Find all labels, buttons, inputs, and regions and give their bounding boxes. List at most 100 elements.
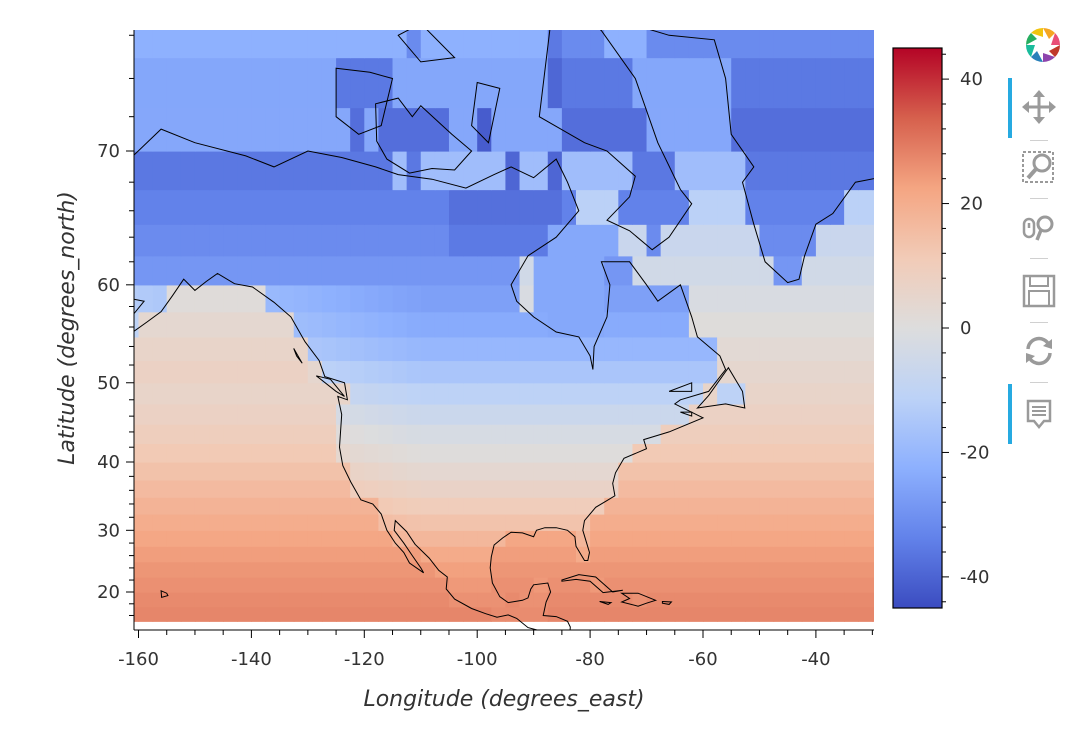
heatmap-cell <box>477 606 492 622</box>
heatmap-cell <box>731 189 746 225</box>
heatmap-cell <box>632 561 648 578</box>
toolbar-separator <box>1030 140 1048 141</box>
heatmap-cell <box>575 255 591 286</box>
heatmap-cell <box>434 107 450 152</box>
heatmap-cell <box>138 530 154 547</box>
heatmap-cell <box>505 403 521 425</box>
coastline-path <box>620 592 658 607</box>
heatmap-cell <box>688 443 704 463</box>
heatmap-cell <box>434 424 450 445</box>
reset-tool-button[interactable] <box>1016 328 1062 374</box>
save-tool-button[interactable] <box>1016 268 1062 314</box>
heatmap-cell <box>350 255 365 286</box>
heatmap-cell <box>293 592 309 608</box>
heatmap-cell <box>307 382 323 405</box>
heatmap-cell <box>180 546 196 563</box>
heatmap-cell <box>731 107 746 152</box>
heatmap-cell <box>632 284 648 313</box>
heatmap-cell <box>223 424 238 445</box>
heatmap-cell <box>533 403 549 425</box>
heatmap-cell <box>321 224 337 257</box>
heatmap-cell <box>745 382 761 405</box>
heatmap-cell <box>688 479 704 498</box>
temperature-heatmap[interactable] <box>124 0 901 622</box>
heatmap-cell <box>336 107 351 152</box>
heatmap-cell <box>745 403 761 425</box>
heatmap-cell <box>209 336 224 362</box>
heatmap-cell <box>420 443 436 463</box>
heatmap-cell <box>519 561 535 578</box>
heatmap-cell <box>801 479 817 498</box>
heatmap-cell <box>364 336 380 362</box>
bokeh-logo-icon[interactable] <box>1022 24 1064 66</box>
heatmap-cell <box>858 57 873 109</box>
heatmap-cell <box>547 30 563 59</box>
heatmap-cell <box>547 224 563 257</box>
heatmap-cell <box>519 189 535 225</box>
heatmap-cell <box>166 513 182 531</box>
heatmap-cell <box>505 189 521 225</box>
heatmap-cell <box>307 403 323 425</box>
heatmap-cell <box>646 577 662 593</box>
heatmap-cell <box>717 479 732 498</box>
heatmap-cell <box>434 224 450 257</box>
wheel-zoom-tool-button[interactable] <box>1016 204 1062 250</box>
heatmap-cell <box>674 151 690 191</box>
heatmap-cell <box>223 403 238 425</box>
heatmap-cell <box>660 311 676 338</box>
heatmap-cell <box>463 255 478 286</box>
heatmap-cell <box>180 497 196 515</box>
heatmap-cell <box>745 151 761 191</box>
heatmap-cell <box>463 224 478 257</box>
heatmap-cell <box>703 57 718 109</box>
heatmap-cell <box>209 360 224 384</box>
heatmap-cell <box>547 546 563 563</box>
heatmap-cell <box>703 360 718 384</box>
heatmap-cell <box>815 311 831 338</box>
heatmap-cell <box>801 530 817 547</box>
heatmap-cell <box>858 255 873 286</box>
heatmap-cell <box>660 546 676 563</box>
heatmap-cell <box>293 479 309 498</box>
heatmap-cell <box>265 403 281 425</box>
heatmap-cell <box>180 382 196 405</box>
heatmap-cell <box>815 577 831 593</box>
coastline-path <box>561 574 623 594</box>
heatmap-cell <box>858 107 873 152</box>
heatmap-cell <box>237 284 252 313</box>
pan-tool-button[interactable] <box>1016 84 1062 130</box>
heatmap-cell <box>350 513 365 531</box>
heatmap-cell <box>787 284 803 313</box>
heatmap-cell <box>152 224 168 257</box>
heatmap-cell <box>773 479 789 498</box>
heatmap-cell <box>491 424 507 445</box>
heatmap-cell <box>434 403 450 425</box>
hover-tool-button[interactable] <box>1016 390 1062 436</box>
heatmap-cell <box>134 443 140 463</box>
heatmap-cell <box>773 336 789 362</box>
heatmap-cell <box>547 530 563 547</box>
heatmap-cell <box>223 497 238 515</box>
heatmap-cell <box>547 311 563 338</box>
heatmap-cell <box>279 462 295 481</box>
heatmap-cell <box>392 107 408 152</box>
heatmap-cell <box>787 561 803 578</box>
heatmap-cell <box>138 424 154 445</box>
heatmap-cell <box>180 311 196 338</box>
heatmap-cell <box>773 424 789 445</box>
heatmap-cell <box>265 592 281 608</box>
heatmap-cell <box>406 30 422 59</box>
heatmap-cell <box>745 224 761 257</box>
box-zoom-icon <box>1022 151 1054 183</box>
heatmap-cell <box>223 360 238 384</box>
heatmap-cell <box>491 360 507 384</box>
box-zoom-tool-button[interactable] <box>1016 144 1062 190</box>
heatmap-cell <box>134 224 140 257</box>
heatmap-cell <box>533 606 549 622</box>
heatmap-cell <box>703 443 718 463</box>
heatmap-cell <box>350 424 365 445</box>
heatmap-cell <box>533 592 549 608</box>
heatmap-cell <box>265 284 281 313</box>
heatmap-cell <box>491 151 507 191</box>
heatmap-cell <box>350 57 365 109</box>
